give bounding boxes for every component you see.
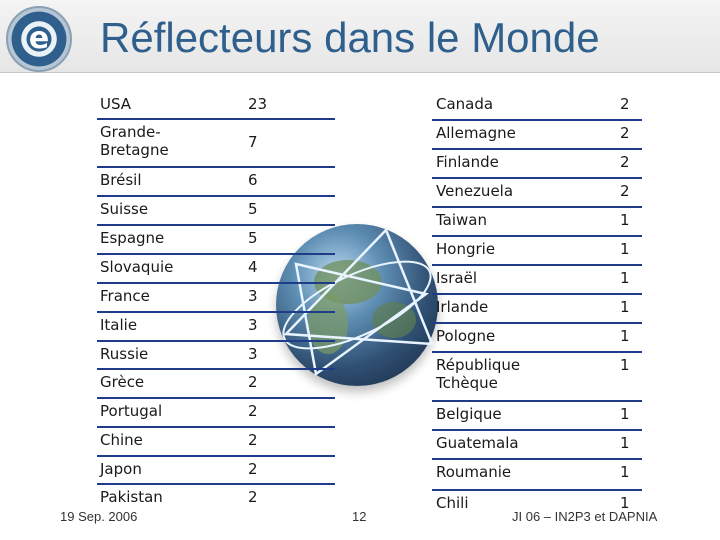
- country-name: Russie: [100, 345, 149, 363]
- country-name: Suisse: [100, 200, 149, 218]
- reflector-count: 3: [248, 345, 258, 363]
- footer-event: JI 06 – IN2P3 et DAPNIA: [512, 509, 658, 524]
- row-divider: [432, 264, 642, 266]
- reflector-count: 1: [620, 327, 630, 345]
- footer-page-number: 12: [352, 509, 367, 524]
- row-divider: [432, 489, 642, 491]
- reflector-count: 3: [248, 287, 258, 305]
- row-divider: [97, 282, 335, 284]
- country-name: Allemagne: [436, 124, 516, 142]
- reflector-count: 2: [620, 95, 630, 113]
- row-divider: [432, 400, 642, 402]
- row-divider: [97, 483, 335, 485]
- country-name: France: [100, 287, 150, 305]
- row-divider: [432, 322, 642, 324]
- reflector-count: 5: [248, 229, 258, 247]
- reflector-count: 1: [620, 494, 630, 512]
- reflector-count: 3: [248, 316, 258, 334]
- country-name: Portugal: [100, 402, 163, 420]
- reflector-count: 1: [620, 434, 630, 452]
- country-name: Grèce: [100, 373, 145, 391]
- reflector-count: 1: [620, 463, 630, 481]
- reflector-count: 7: [248, 133, 258, 151]
- row-divider: [432, 235, 642, 237]
- row-divider: [97, 224, 335, 226]
- footer-date: 19 Sep. 2006: [60, 509, 138, 524]
- country-name: République Tchèque: [436, 356, 521, 392]
- reflector-count: 1: [620, 405, 630, 423]
- reflector-count: 6: [248, 171, 258, 189]
- reflector-count: 2: [248, 460, 258, 478]
- row-divider: [432, 148, 642, 150]
- reflector-count: 1: [620, 211, 630, 229]
- country-name: Chili: [436, 494, 469, 512]
- country-name: Espagne: [100, 229, 165, 247]
- country-name: Belgique: [436, 405, 502, 423]
- country-name: Israël: [436, 269, 477, 287]
- country-name: Irlande: [436, 298, 489, 316]
- reflector-count: 2: [620, 124, 630, 142]
- row-divider: [432, 351, 642, 353]
- country-name: Japon: [100, 460, 142, 478]
- country-name: Venezuela: [436, 182, 514, 200]
- country-name: Brésil: [100, 171, 142, 189]
- country-name: Pakistan: [100, 488, 163, 506]
- reflector-count: 2: [248, 373, 258, 391]
- country-name: Canada: [436, 95, 494, 113]
- globe-icon: [276, 224, 438, 386]
- title-bar: e Réflecteurs dans le Monde: [0, 0, 720, 73]
- reflector-count: 5: [248, 200, 258, 218]
- row-divider: [432, 119, 642, 121]
- reflector-count: 4: [248, 258, 258, 276]
- country-name: Taiwan: [436, 211, 488, 229]
- reflector-count: 1: [620, 269, 630, 287]
- reflector-count: 2: [248, 402, 258, 420]
- country-name: Guatemala: [436, 434, 519, 452]
- row-divider: [97, 397, 335, 399]
- row-divider: [97, 340, 335, 342]
- row-divider: [97, 426, 335, 428]
- row-divider: [97, 166, 335, 168]
- reflector-count: 1: [620, 240, 630, 258]
- row-divider: [432, 206, 642, 208]
- reflector-count: 1: [620, 356, 630, 374]
- reflector-count: 23: [248, 95, 268, 113]
- row-divider: [97, 455, 335, 457]
- row-divider: [432, 177, 642, 179]
- country-name: Grande- Bretagne: [100, 123, 169, 159]
- row-divider: [432, 293, 642, 295]
- reflector-count: 2: [248, 488, 258, 506]
- country-name: Chine: [100, 431, 143, 449]
- country-name: Hongrie: [436, 240, 496, 258]
- country-name: Finlande: [436, 153, 499, 171]
- row-divider: [97, 253, 335, 255]
- reflector-count: 1: [620, 298, 630, 316]
- logo-icon: e: [6, 6, 72, 72]
- country-name: Roumanie: [436, 463, 512, 481]
- row-divider: [97, 195, 335, 197]
- country-name: Pologne: [436, 327, 496, 345]
- reflector-count: 2: [620, 182, 630, 200]
- country-name: Italie: [100, 316, 138, 334]
- country-name: USA: [100, 95, 132, 113]
- reflector-count: 2: [620, 153, 630, 171]
- row-divider: [432, 458, 642, 460]
- reflector-count: 2: [248, 431, 258, 449]
- logo-letter: e: [28, 21, 50, 56]
- row-divider: [97, 368, 335, 370]
- page-title: Réflecteurs dans le Monde: [100, 14, 600, 61]
- row-divider: [97, 311, 335, 313]
- row-divider: [432, 429, 642, 431]
- country-name: Slovaquie: [100, 258, 174, 276]
- row-divider: [97, 118, 335, 120]
